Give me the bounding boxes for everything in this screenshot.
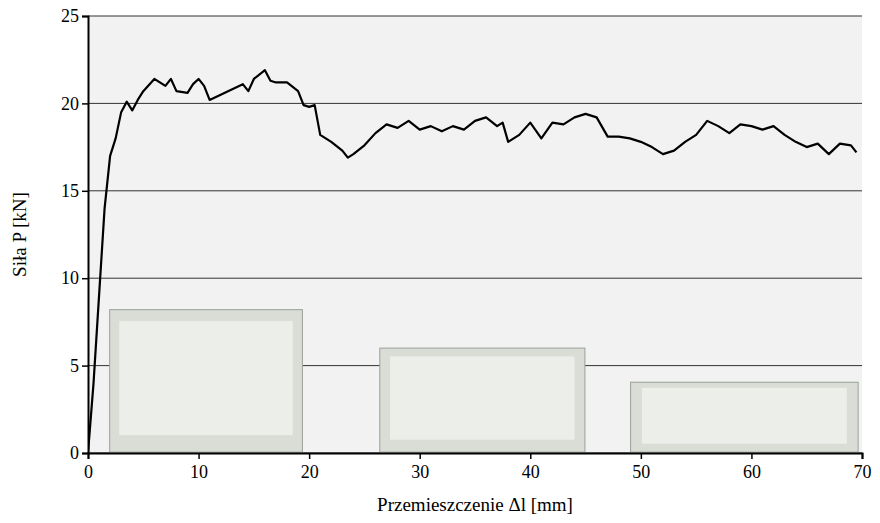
x-tick-label: 20 (301, 462, 319, 482)
x-tick-label: 0 (84, 462, 93, 482)
x-axis-title: Przemieszczenie Δl [mm] (377, 494, 573, 515)
grid-line (88, 190, 862, 191)
y-tick: 10 (61, 268, 88, 288)
x-tick-label: 30 (411, 462, 429, 482)
x-tick-mark (309, 453, 311, 459)
x-tick-label: 50 (632, 462, 650, 482)
y-tick-mark (82, 191, 88, 193)
x-tick: 30 (411, 453, 429, 482)
x-tick-label: 70 (854, 462, 872, 482)
y-tick: 0 (70, 443, 88, 463)
x-axis: 0 10 20 30 40 50 60 70 (84, 453, 872, 482)
y-tick-mark (82, 365, 88, 367)
plot-background (88, 16, 862, 453)
y-tick-mark (82, 16, 88, 18)
photo-specimen (119, 321, 292, 435)
y-tick-label: 5 (70, 356, 79, 376)
x-tick-label: 60 (743, 462, 761, 482)
x-tick-mark (530, 453, 532, 459)
x-tick-mark (751, 453, 753, 459)
y-tick-label: 20 (61, 94, 79, 114)
y-tick-label: 10 (61, 268, 79, 288)
y-tick-label: 25 (61, 6, 79, 26)
photo (380, 348, 585, 452)
x-tick-label: 10 (190, 462, 208, 482)
x-tick: 60 (743, 453, 761, 482)
grid-line (88, 16, 862, 17)
x-tick-mark (419, 453, 421, 459)
y-tick-label: 15 (61, 181, 79, 201)
series (88, 70, 856, 453)
chart: 0 10 20 30 40 50 60 70 0 5 10 15 20 25 Przemieszczenie… (0, 0, 880, 523)
y-axis-line (82, 17, 89, 454)
photo (631, 382, 859, 452)
y-tick-label: 0 (70, 443, 79, 463)
y-tick: 5 (70, 356, 88, 376)
x-tick-mark (198, 453, 200, 459)
photo-specimen (390, 356, 575, 439)
y-axis-title: Siła P [kN] (9, 192, 30, 277)
photo-specimen (642, 388, 847, 444)
photo (110, 310, 303, 452)
x-tick: 0 (84, 453, 93, 482)
y-axis: 0 5 10 15 20 25 (61, 6, 89, 463)
x-tick: 20 (301, 453, 319, 482)
grid (88, 16, 862, 453)
photos (110, 310, 858, 452)
plot: 0 10 20 30 40 50 60 70 0 5 10 15 20 25 (61, 6, 872, 482)
x-tick-mark (862, 453, 864, 459)
y-tick-mark (82, 103, 88, 105)
y-tick: 15 (61, 181, 88, 201)
grid-line (88, 103, 862, 104)
x-tick: 40 (522, 453, 540, 482)
grid-line (88, 278, 862, 279)
x-tick-mark (641, 453, 643, 459)
x-tick: 10 (190, 453, 208, 482)
x-tick: 50 (632, 453, 650, 482)
y-tick: 25 (61, 6, 88, 26)
x-tick-label: 40 (522, 462, 540, 482)
y-tick-mark (82, 453, 88, 455)
x-tick: 70 (854, 453, 872, 482)
force-line (88, 70, 856, 453)
x-axis-line (89, 454, 863, 460)
y-tick: 20 (61, 94, 88, 114)
y-tick-mark (82, 278, 88, 280)
